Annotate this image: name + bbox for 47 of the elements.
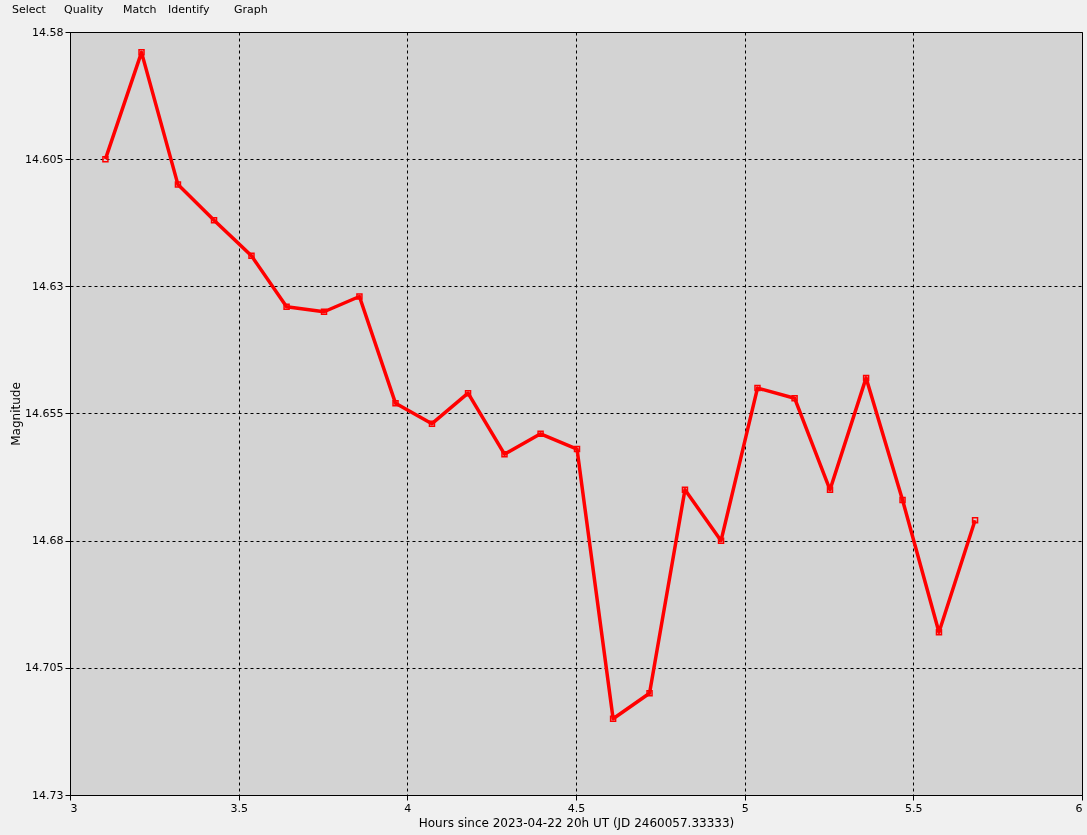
point [609,715,617,722]
x-tick-label: 5 [741,801,749,815]
point [248,252,255,260]
y-axis-title: Magnitude [9,382,24,446]
point [428,420,436,427]
point [754,384,761,392]
text: Quality [64,3,104,16]
x-tick-label: 4 [404,801,412,815]
point [356,293,363,300]
point [899,496,906,504]
point [464,389,472,397]
y-tick-label: 14.705 [25,661,64,675]
point [826,486,834,494]
point [138,49,145,56]
y-tick-label: 14.73 [32,788,64,802]
y-tick-label: 14.605 [25,152,64,166]
point [102,155,109,163]
point [392,400,399,407]
line-series [102,49,979,722]
point [791,394,798,402]
point [935,628,943,636]
text: Identify [168,3,211,16]
y-tick-label: 14.655 [25,407,64,420]
x-tick-label: 3 [70,801,78,815]
x-tick-label: 4.5 [567,801,586,815]
point [971,517,979,524]
y-tick-label: 14.63 [32,279,64,293]
text: Graph [234,3,268,16]
point [573,445,581,453]
point [501,450,508,458]
x-tick-label: 5.5 [905,801,923,815]
point [862,374,870,382]
point [320,308,328,316]
point [537,430,544,438]
y-tick-label: 14.68 [32,534,64,548]
x-tick-label: 6 [1075,801,1083,815]
x-axis-title: Hours since 2023-04-22 20h UT (JD 2460057.33333) [418,815,735,830]
point [646,690,653,697]
y-tick-label: 14.58 [32,25,64,39]
point [210,216,218,224]
text: Select [12,3,47,16]
text: Match [123,3,157,16]
point [283,303,290,310]
point [174,181,182,188]
point [717,537,725,544]
point [681,486,689,494]
x-tick-label: 3.5 [230,801,248,815]
